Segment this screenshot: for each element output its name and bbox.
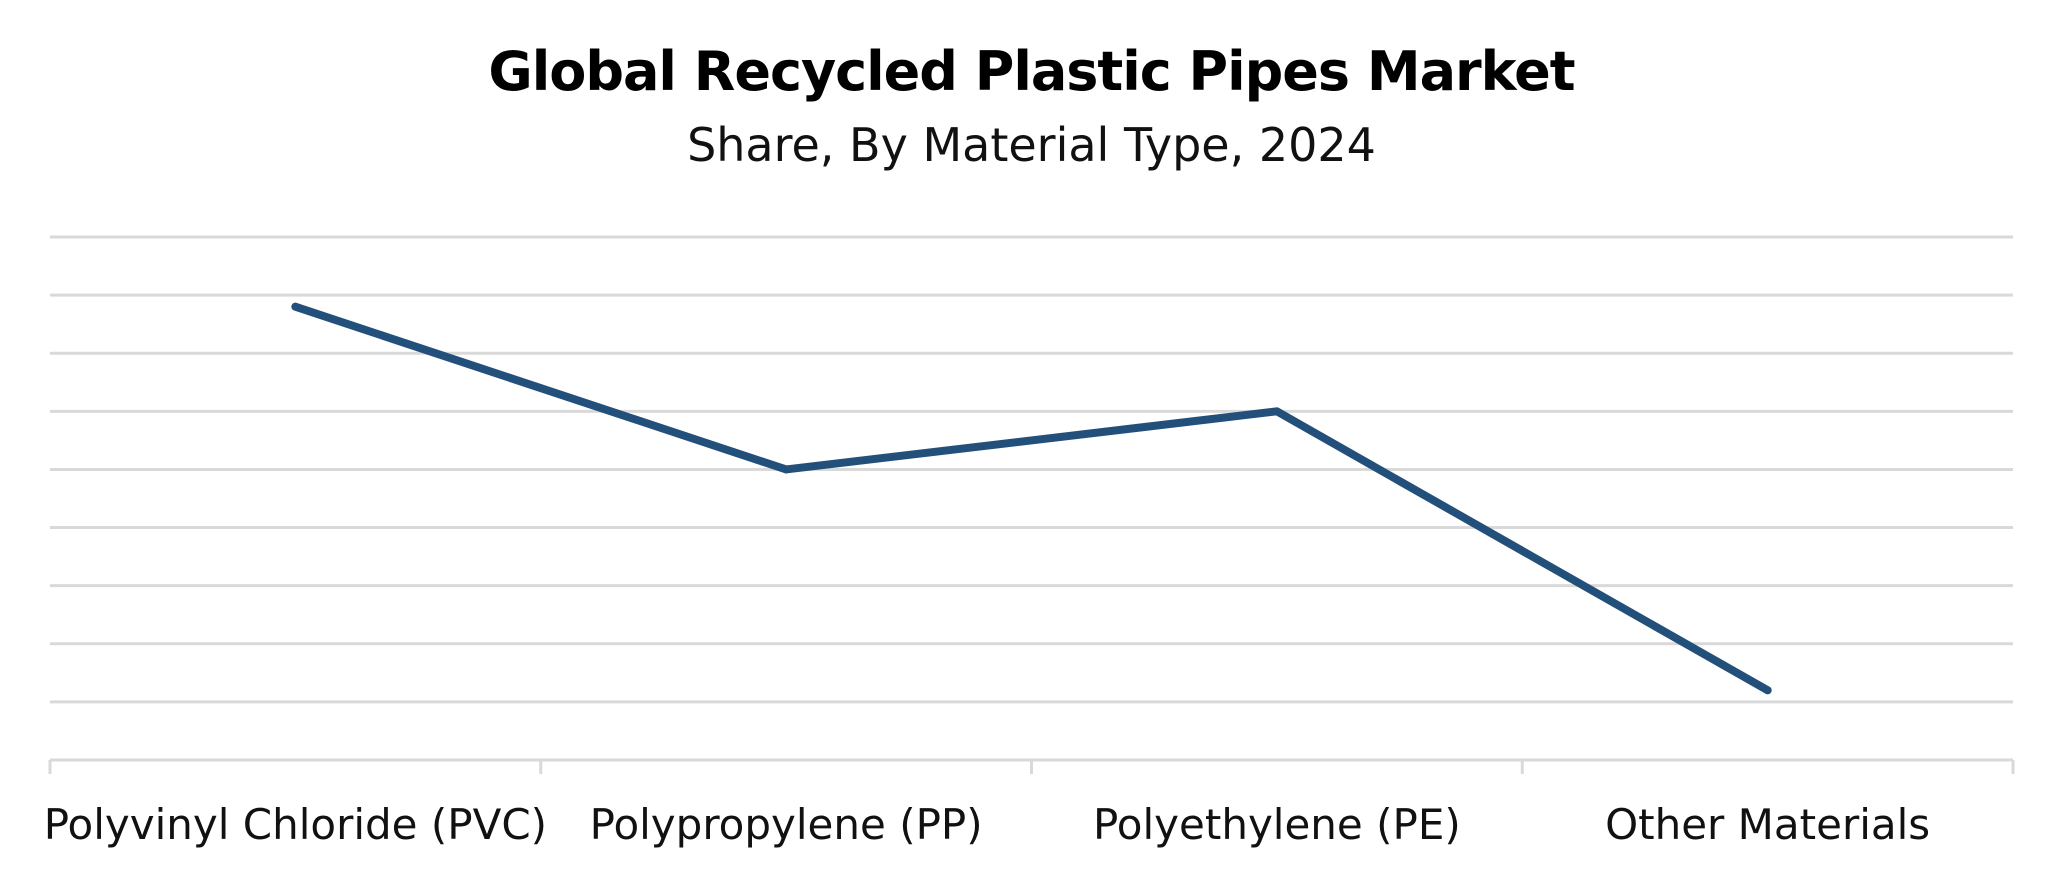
chart-title: Global Recycled Plastic Pipes Market bbox=[488, 40, 1575, 103]
series-group bbox=[291, 302, 1772, 695]
x-axis bbox=[48, 758, 2015, 774]
series-line bbox=[291, 302, 1772, 695]
chart-subtitle: Share, By Material Type, 2024 bbox=[687, 118, 1376, 172]
x-tick-label: Other Materials bbox=[1605, 800, 1930, 849]
data-point bbox=[1763, 686, 1772, 695]
data-point bbox=[291, 302, 300, 311]
x-tick-label: Polyvinyl Chloride (PVC) bbox=[44, 800, 547, 849]
data-point bbox=[782, 465, 791, 474]
gridlines bbox=[50, 235, 2013, 704]
x-tick-label: Polypropylene (PP) bbox=[590, 800, 983, 849]
x-tick-labels: Polyvinyl Chloride (PVC) Polypropylene (P… bbox=[44, 800, 1930, 849]
x-tick-label: Polyethylene (PE) bbox=[1093, 800, 1461, 849]
data-point bbox=[1272, 407, 1281, 416]
